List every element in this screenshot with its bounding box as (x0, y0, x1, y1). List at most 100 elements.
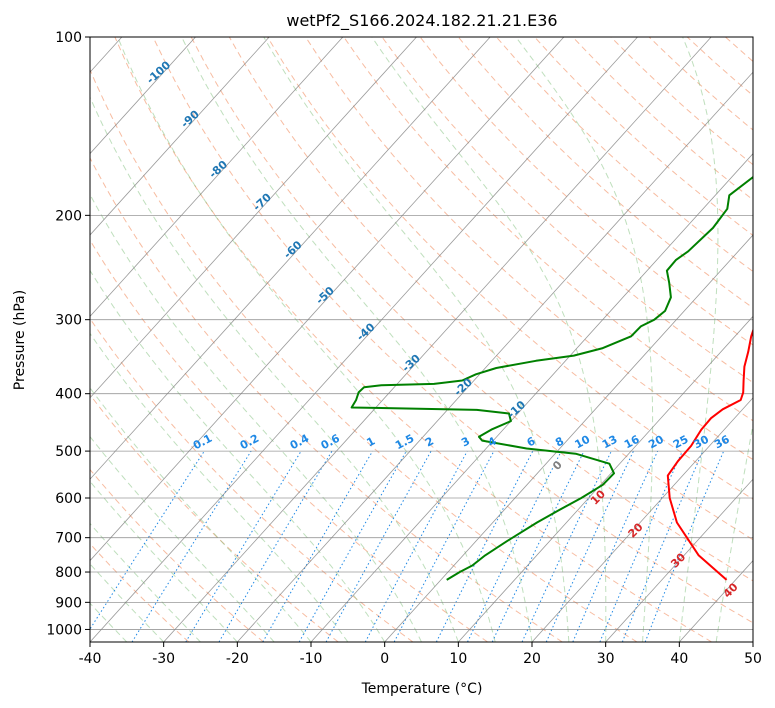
x-tick-label: 40 (670, 651, 688, 667)
isotherm (605, 478, 753, 642)
isotherm (237, 71, 753, 642)
moist-adiabat (90, 480, 238, 642)
mixing-ratio-label: 3 (459, 434, 472, 449)
mixing-ratio-line (572, 450, 659, 642)
moist-adiabat (90, 522, 201, 642)
line-labels: -100-90 -80 -70 -60 -50 -40 -30 -20 -10 0.1 0.2 0.4… (144, 58, 741, 600)
x-tick-label: 30 (597, 651, 615, 667)
dry-adiabat (267, 37, 753, 500)
y-tick-label: 700 (55, 531, 82, 547)
mixing-ratio-label: 13 (600, 433, 620, 452)
mixing-ratio-label: 0.2 (238, 432, 261, 453)
plot-frame (89, 36, 754, 643)
temperature-label: -100 (144, 58, 173, 86)
mixing-ratio-label: 0.4 (288, 432, 312, 453)
dry-adiabat (90, 156, 563, 642)
mixing-ratio-line (599, 450, 683, 642)
x-tick-label: -30 (152, 651, 175, 667)
dry-adiabat (496, 37, 753, 273)
y-tick-label: 400 (55, 387, 82, 403)
dry-adiabat-label: 40 (721, 580, 741, 600)
moist-adiabat (90, 96, 459, 642)
mixing-ratio-label: 16 (622, 433, 642, 452)
y-tick-label: 300 (55, 313, 82, 329)
moist-adiabat (90, 435, 275, 642)
mixing-ratio-label: 10 (573, 433, 593, 452)
temperature-label: -50 (313, 284, 337, 307)
y-tick-label: 200 (55, 208, 82, 224)
temperature-line (666, 327, 753, 581)
x-tick-label: 10 (449, 651, 467, 667)
temperature-label: -40 (354, 320, 378, 343)
mixing-ratio-line (325, 450, 432, 642)
isotherm (752, 641, 753, 642)
dry-adiabat (90, 542, 190, 642)
mixing-ratio-line (393, 450, 495, 642)
x-axis: -40 -30 -20 -10 0 10 20 30 40 50 (79, 642, 762, 667)
y-tick-label: 100 (55, 30, 82, 46)
y-axis-label: Pressure (hPa) (12, 290, 28, 390)
dry-adiabat-label: 0 (550, 458, 565, 473)
moist-adiabat (117, 37, 496, 642)
y-tick-label: 800 (55, 565, 82, 581)
dry-adiabat (90, 393, 339, 642)
dry-adiabat (764, 37, 775, 642)
temperature-label: -60 (281, 238, 305, 261)
mixing-ratio-line (621, 450, 704, 642)
moist-adiabat (678, 37, 719, 642)
mixing-ratio-line (521, 450, 612, 642)
isotherm (163, 37, 712, 642)
dry-adiabat (457, 37, 753, 309)
mixing-ratio-label: 2 (423, 434, 436, 449)
temperature-label: -10 (505, 398, 529, 421)
dry-adiabat (648, 37, 753, 131)
mixing-ratio-label: 0.1 (191, 432, 214, 453)
isotherm (458, 315, 753, 642)
isotherm (90, 37, 638, 642)
moist-adiabat (515, 37, 654, 642)
isotherm (531, 397, 753, 642)
mixing-ratio-line (131, 450, 252, 642)
moist-adiabat (90, 269, 386, 642)
mixing-ratio-label: 0.6 (319, 432, 343, 453)
mixing-ratio-line (298, 450, 407, 642)
background-lines (90, 37, 775, 642)
moist-adiabat (752, 639, 753, 642)
y-tick-label: 1000 (46, 622, 82, 638)
mixing-ratio-label: 25 (671, 433, 691, 452)
dry-adiabat (90, 468, 264, 642)
moist-adiabat (90, 332, 349, 642)
x-tick-label: -40 (79, 651, 102, 667)
mixing-ratio-label: 30 (691, 433, 711, 452)
dry-adiabat (90, 317, 414, 642)
dry-adiabat (534, 37, 753, 237)
isotherm (384, 234, 753, 642)
x-axis-label: Temperature (°C) (361, 681, 483, 697)
series-lines (350, 175, 753, 581)
isotherm (679, 560, 753, 642)
mixing-ratio-line (185, 450, 302, 642)
temperature-label: -30 (399, 352, 423, 375)
mixing-ratio-label: 1.5 (393, 432, 416, 453)
mixing-ratio-line (435, 450, 534, 642)
isotherm (90, 37, 196, 155)
mixing-ratio-line (644, 450, 725, 642)
temperature-label: -90 (178, 107, 202, 130)
isotherm (90, 37, 344, 317)
mixing-ratio-line (467, 450, 562, 642)
mixing-ratio-label: 20 (646, 433, 666, 452)
y-tick-label: 500 (55, 444, 82, 460)
isotherm (90, 37, 270, 236)
mixing-ratio-line (364, 450, 468, 642)
y-tick-label: 600 (55, 491, 82, 507)
dewpoint-line (350, 175, 753, 581)
dry-adiabat (90, 239, 488, 642)
moist-adiabat (715, 421, 753, 642)
mixing-ratio-label: 36 (712, 433, 732, 452)
x-tick-label: 20 (523, 651, 541, 667)
y-tick-label: 900 (55, 595, 82, 611)
mixing-ratio-label: 1 (364, 434, 377, 449)
dry-adiabat (152, 37, 753, 624)
temperature-label: -20 (451, 375, 475, 398)
